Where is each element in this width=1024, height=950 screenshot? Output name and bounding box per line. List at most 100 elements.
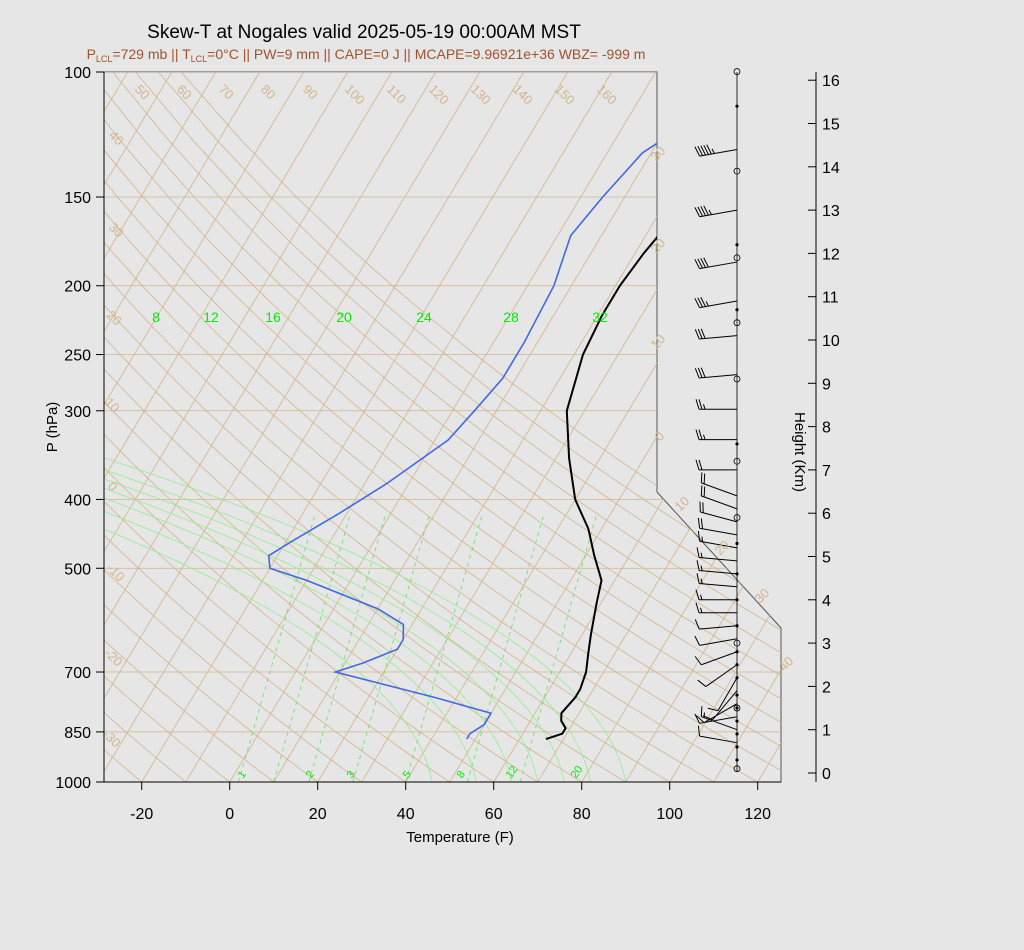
isotherm-line <box>846 72 1024 782</box>
isotherm-line <box>104 72 437 782</box>
height-dot-marker <box>735 758 739 762</box>
wind-barb <box>694 297 738 309</box>
wind-barb <box>694 144 738 157</box>
dry-adiabat <box>104 72 741 782</box>
height-circle-marker <box>733 167 741 175</box>
y-tick-label: 200 <box>64 279 91 296</box>
isotherm-line <box>104 72 305 782</box>
isotherm-line <box>104 72 217 782</box>
mixing-ratio-label: 28 <box>503 309 519 325</box>
theta-label: 40 <box>106 128 127 149</box>
height-dot-marker <box>735 572 739 576</box>
dry-adiabat <box>112 72 781 782</box>
isotherm-label: 150 <box>552 82 578 108</box>
height-tick-label: 9 <box>822 376 831 393</box>
dry-adiabat <box>135 72 781 782</box>
wind-barb <box>694 328 738 340</box>
y-tick-label: 300 <box>64 404 91 421</box>
height-axis-label: Height (Km) <box>791 412 808 492</box>
mixing-ratio-bottom-label: 20 <box>569 764 586 781</box>
isotherm-line <box>581 72 781 782</box>
height-circle-marker <box>733 375 741 383</box>
dry-adiabat <box>104 72 339 782</box>
background-grid <box>104 72 1024 782</box>
height-circle-marker <box>733 457 741 465</box>
chart-title: Skew-T at Nogales valid 2025-05-19 00:00… <box>147 22 581 43</box>
height-circle-marker <box>733 639 741 647</box>
height-dot-marker <box>735 706 739 710</box>
wind-barb <box>697 517 738 536</box>
x-tick-label: 0 <box>225 806 234 823</box>
theta-label-right: 40 <box>776 653 797 674</box>
isotherm-line <box>104 72 481 782</box>
isotherm-line <box>104 72 349 782</box>
y-tick-label: 250 <box>64 348 91 365</box>
isotherm-label: 140 <box>510 82 536 108</box>
isotherm-line <box>104 72 393 782</box>
wind-barb <box>694 257 738 270</box>
wind-barb <box>695 602 737 614</box>
theta-label: -10 <box>104 561 128 585</box>
sounding-curves <box>267 72 781 741</box>
y-axis-label: P (hPa) <box>44 402 61 453</box>
height-circle-marker <box>733 704 741 712</box>
wind-barb <box>696 573 738 588</box>
mixing-ratio-line <box>519 514 597 782</box>
isotherm-label: 80 <box>258 82 279 103</box>
theta-label: -30 <box>100 727 124 751</box>
height-tick-label: 0 <box>822 766 831 783</box>
mixing-ratio-line <box>352 514 430 782</box>
theta-label-right: 10 <box>648 331 669 352</box>
wind-barb <box>695 399 737 410</box>
y-tick-label: 500 <box>64 561 91 578</box>
wind-barb <box>694 713 738 724</box>
moist-adiabat <box>104 328 514 782</box>
dry-adiabat <box>104 72 250 782</box>
height-tick-label: 12 <box>822 246 840 263</box>
height-tick-label: 7 <box>822 463 831 480</box>
sounding-line <box>267 72 767 740</box>
height-circle-marker <box>733 319 741 327</box>
mixing-ratio-bottom-label: 3 <box>345 769 358 781</box>
isotherm-line <box>185 72 613 782</box>
wind-barb <box>694 651 738 666</box>
moist-adiabat <box>104 328 593 782</box>
x-tick-label: 60 <box>485 806 503 823</box>
height-dot-marker <box>735 442 739 446</box>
mixing-ratio-label: 16 <box>265 309 281 325</box>
height-tick-label: 10 <box>822 333 840 350</box>
wind-barbs <box>694 68 741 773</box>
isotherm-line <box>273 72 701 782</box>
isotherm-line <box>890 72 1024 782</box>
height-dot-marker <box>735 243 739 247</box>
mixing-ratio-label: 12 <box>203 309 219 325</box>
height-circle-marker <box>733 254 741 262</box>
theta-label: -20 <box>102 646 126 670</box>
mixing-ratio-line <box>405 514 483 782</box>
y-tick-label: 850 <box>64 725 91 742</box>
mixing-ratio-bottom-label: 1 <box>236 769 249 781</box>
height-tick-label: 4 <box>822 593 831 610</box>
height-tick-label: 2 <box>822 679 831 696</box>
x-tick-label: 100 <box>656 806 683 823</box>
mixing-ratio-bottom-label: 12 <box>504 764 521 781</box>
wind-barb <box>694 205 738 218</box>
wind-barb <box>694 619 738 630</box>
dry-adiabat <box>104 72 428 782</box>
height-dot-marker <box>735 308 739 312</box>
wind-barb <box>700 472 738 497</box>
chart-subtitle: PLCL=729 mb || TLCL=0°C || PW=9 mm || CA… <box>87 46 646 64</box>
mixing-ratio-bottom-label: 2 <box>304 769 317 781</box>
height-tick-label: 11 <box>822 290 839 307</box>
isotherm-line <box>669 72 781 782</box>
isotherm-label: 120 <box>426 82 452 108</box>
diagram-labels: 50 60 70 80 90 100 110 120 130 140 150 160403020100… <box>100 82 796 781</box>
wind-barb <box>695 429 737 441</box>
dry-adiabat <box>104 72 696 782</box>
wind-barb <box>697 530 738 549</box>
dry-adiabat <box>104 72 781 782</box>
height-tick-label: 6 <box>822 506 831 523</box>
dry-adiabat <box>104 72 781 782</box>
dry-adiabat <box>180 72 781 782</box>
